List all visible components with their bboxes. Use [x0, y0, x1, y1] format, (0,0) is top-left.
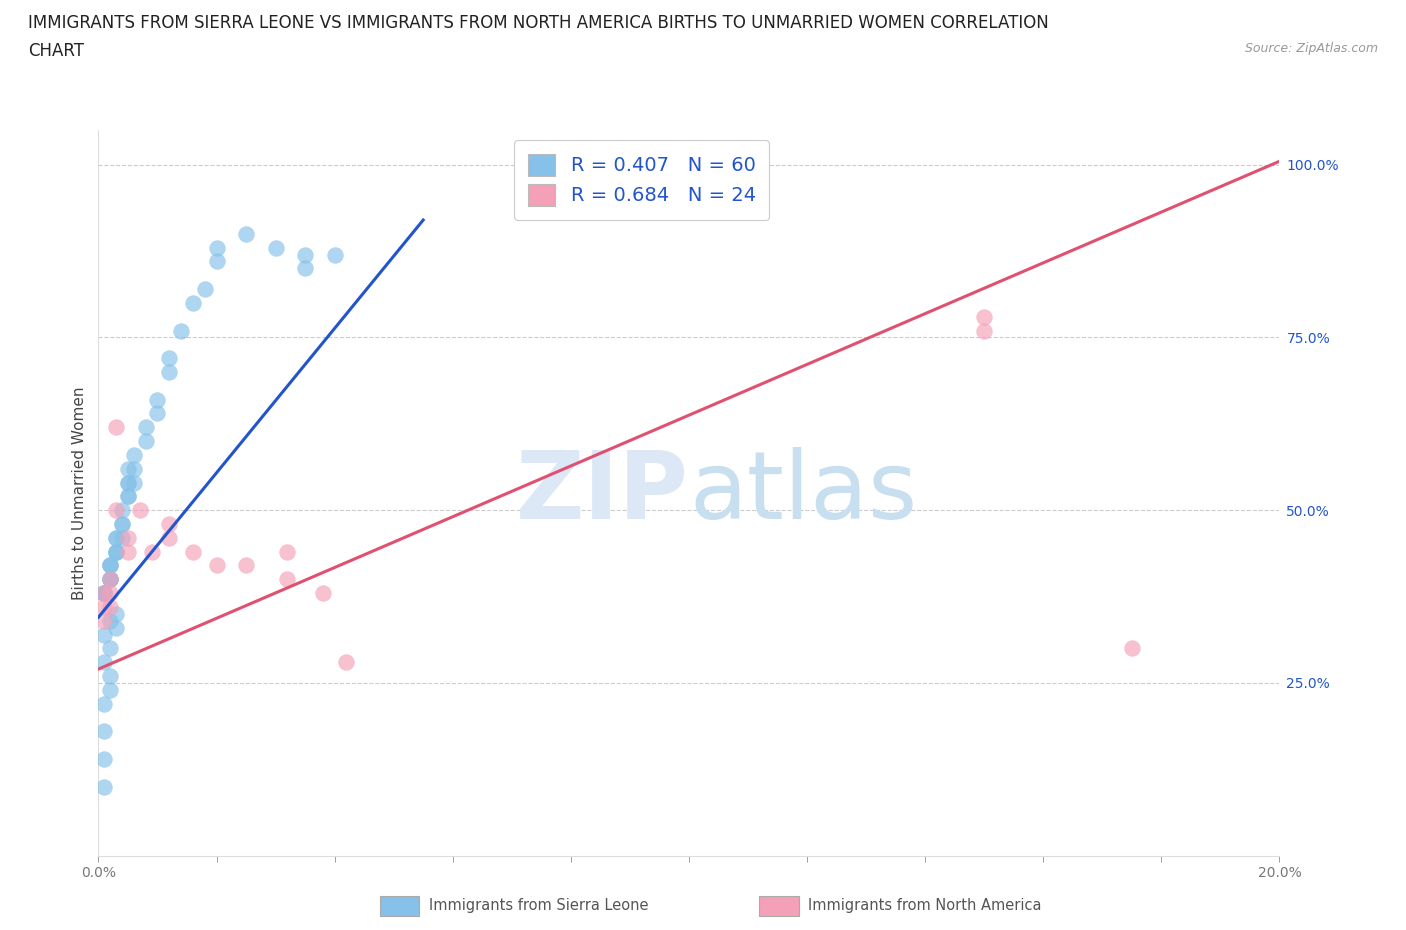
- Point: [105, 544, 128, 559]
- Point: [93, 586, 115, 601]
- Point: [135, 419, 157, 434]
- Point: [98, 669, 121, 684]
- Point: [117, 544, 139, 559]
- Point: [93, 697, 115, 711]
- Point: [93, 613, 115, 628]
- Point: [111, 503, 134, 518]
- Point: [105, 419, 128, 434]
- Point: [93, 655, 115, 670]
- Point: [105, 544, 128, 559]
- Point: [98, 600, 121, 615]
- Point: [157, 365, 180, 379]
- Point: [276, 572, 298, 587]
- Point: [98, 572, 121, 587]
- Point: [93, 586, 115, 601]
- Point: [98, 613, 121, 628]
- Point: [98, 558, 121, 573]
- Point: [294, 247, 316, 262]
- Point: [141, 544, 163, 559]
- Point: [111, 516, 134, 531]
- Point: [98, 586, 121, 601]
- Point: [146, 406, 169, 421]
- Point: [205, 254, 228, 269]
- Point: [294, 261, 316, 276]
- Point: [146, 392, 169, 407]
- Point: [93, 586, 115, 601]
- Point: [128, 503, 150, 518]
- Point: [105, 530, 128, 545]
- Point: [105, 620, 128, 635]
- Text: IMMIGRANTS FROM SIERRA LEONE VS IMMIGRANTS FROM NORTH AMERICA BIRTHS TO UNMARRIE: IMMIGRANTS FROM SIERRA LEONE VS IMMIGRAN…: [28, 14, 1049, 32]
- Legend: R = 0.407   N = 60, R = 0.684   N = 24: R = 0.407 N = 60, R = 0.684 N = 24: [515, 140, 769, 219]
- Point: [93, 586, 115, 601]
- Point: [117, 489, 139, 504]
- Point: [98, 572, 121, 587]
- Point: [264, 240, 287, 255]
- Point: [135, 433, 157, 448]
- Point: [973, 323, 995, 338]
- Point: [93, 627, 115, 642]
- Point: [93, 586, 115, 601]
- Point: [170, 323, 193, 338]
- Point: [98, 572, 121, 587]
- Point: [93, 586, 115, 601]
- Point: [98, 558, 121, 573]
- Text: Immigrants from Sierra Leone: Immigrants from Sierra Leone: [429, 898, 648, 913]
- Point: [235, 558, 257, 573]
- Point: [98, 641, 121, 656]
- Point: [157, 516, 180, 531]
- Point: [93, 751, 115, 766]
- Text: Source: ZipAtlas.com: Source: ZipAtlas.com: [1244, 42, 1378, 55]
- Point: [276, 544, 298, 559]
- Point: [122, 447, 145, 462]
- Point: [205, 240, 228, 255]
- Point: [205, 558, 228, 573]
- Point: [181, 544, 204, 559]
- Point: [117, 461, 139, 476]
- Point: [98, 572, 121, 587]
- Point: [93, 600, 115, 615]
- Text: Immigrants from North America: Immigrants from North America: [808, 898, 1042, 913]
- Point: [1121, 641, 1143, 656]
- Point: [312, 586, 335, 601]
- Point: [93, 586, 115, 601]
- Point: [93, 779, 115, 794]
- Point: [105, 606, 128, 621]
- Point: [111, 516, 134, 531]
- Point: [973, 310, 995, 325]
- Text: atlas: atlas: [689, 447, 917, 538]
- Point: [117, 489, 139, 504]
- Point: [117, 475, 139, 490]
- Point: [98, 683, 121, 698]
- Point: [117, 530, 139, 545]
- Point: [117, 475, 139, 490]
- Point: [93, 724, 115, 738]
- Text: CHART: CHART: [28, 42, 84, 60]
- Point: [157, 351, 180, 365]
- Point: [323, 247, 346, 262]
- Point: [122, 475, 145, 490]
- Point: [105, 503, 128, 518]
- Point: [105, 530, 128, 545]
- Point: [194, 282, 217, 297]
- Point: [93, 586, 115, 601]
- Point: [181, 296, 204, 311]
- Y-axis label: Births to Unmarried Women: Births to Unmarried Women: [72, 386, 87, 600]
- Point: [335, 655, 357, 670]
- Point: [98, 558, 121, 573]
- Point: [105, 544, 128, 559]
- Text: ZIP: ZIP: [516, 447, 689, 538]
- Point: [111, 530, 134, 545]
- Point: [157, 530, 180, 545]
- Point: [98, 572, 121, 587]
- Point: [235, 226, 257, 241]
- Point: [122, 461, 145, 476]
- Point: [93, 586, 115, 601]
